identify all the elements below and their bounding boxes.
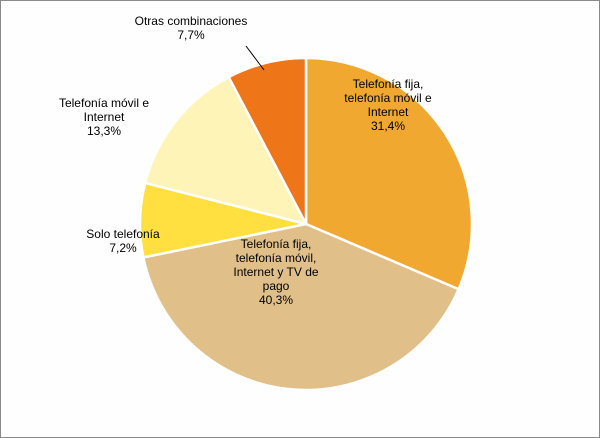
pie-slice <box>142 222 460 392</box>
leader-line <box>245 45 265 71</box>
slice-label: Solo telefonía 7,2% <box>86 227 160 255</box>
pie-slice <box>304 56 474 291</box>
slice-label: Telefonía fija, telefonía móvil, Internet … <box>233 237 318 307</box>
slice-label: Telefonía móvil e Internet 13,3% <box>59 96 149 138</box>
pie-slice <box>143 75 308 226</box>
slice-label: Otras combinaciones 7,7% <box>135 14 248 42</box>
slice-label: Telefonía fija, telefonía móvil e Internet… <box>344 77 432 133</box>
pie-slice <box>227 56 308 226</box>
